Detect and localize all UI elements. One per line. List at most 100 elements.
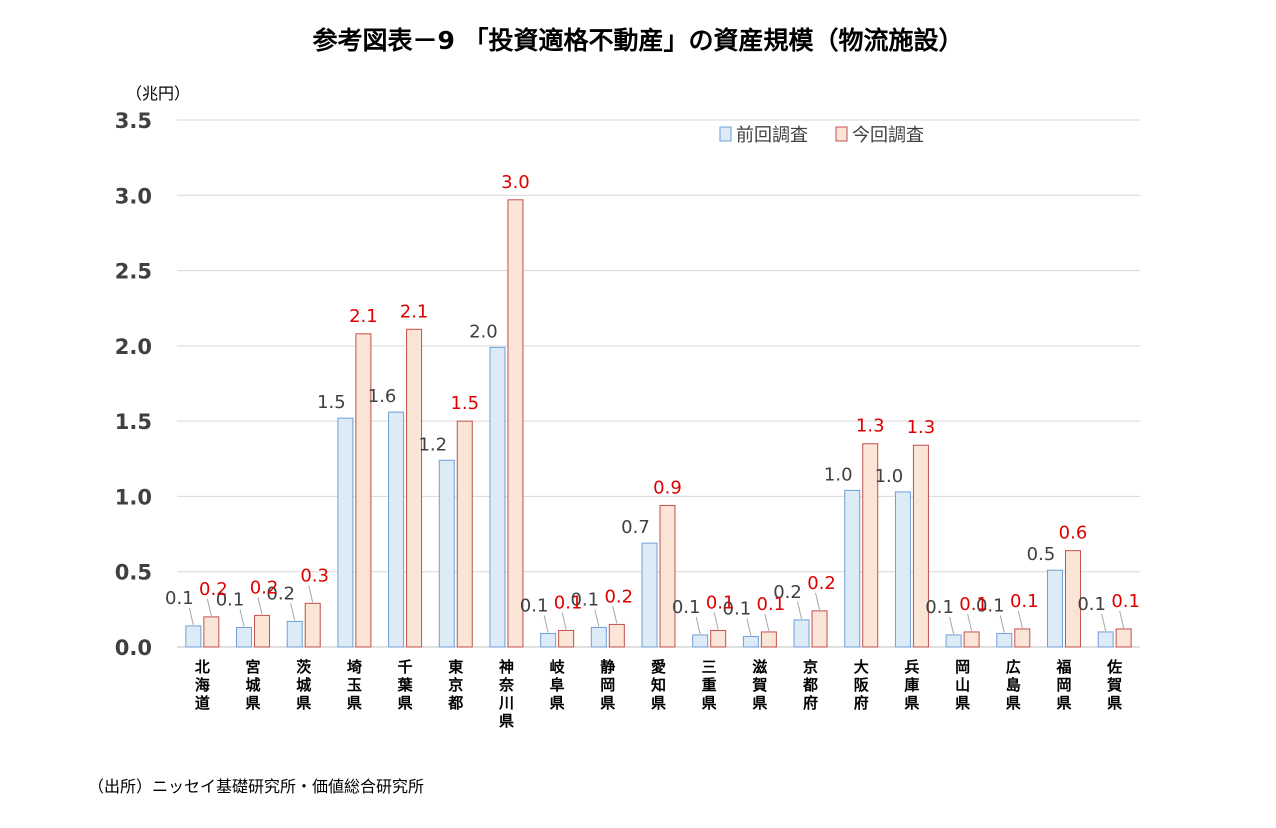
label-leader-line	[257, 597, 263, 615]
y-tick-label: 3.0	[115, 184, 152, 208]
data-label-current: 1.5	[450, 393, 479, 414]
x-category-label: 京都府	[802, 658, 818, 712]
y-tick-label: 2.0	[115, 335, 152, 359]
x-category-label: 宮城県	[246, 658, 261, 712]
label-leader-line	[543, 615, 549, 633]
legend-swatch-previous	[719, 126, 732, 142]
label-leader-line	[206, 598, 212, 617]
label-leader-line	[967, 613, 973, 632]
x-category-label: 神奈川県	[498, 658, 515, 730]
bar-previous	[590, 626, 607, 648]
y-tick-label: 0.5	[115, 561, 152, 585]
bar-current	[710, 629, 727, 648]
unit-label: （兆円）	[126, 84, 190, 103]
data-label-previous: 1.5	[317, 392, 346, 413]
data-label-previous: 1.6	[368, 386, 397, 407]
data-label-previous: 0.1	[165, 588, 194, 609]
bar-current	[760, 631, 777, 648]
data-label-current: 0.1	[706, 592, 735, 613]
bar-previous	[945, 634, 962, 648]
bar-current	[558, 629, 575, 648]
x-category-label: 兵庫県	[904, 658, 919, 712]
label-leader-line	[1119, 610, 1125, 629]
label-leader-line	[713, 612, 719, 630]
bar-current	[406, 328, 423, 648]
bar-current	[912, 444, 929, 648]
legend-swatch-current	[835, 126, 848, 142]
data-label-previous: 2.0	[469, 321, 498, 342]
label-leader-line	[797, 601, 803, 620]
x-category-label: 福岡県	[1055, 658, 1071, 712]
x-category-label: 大阪府	[854, 658, 870, 712]
source-note: （出所）ニッセイ基礎研究所・価値総合研究所	[88, 777, 424, 796]
data-label-previous: 1.0	[824, 464, 853, 485]
bar-current	[1115, 628, 1132, 648]
bar-previous	[1097, 631, 1114, 648]
data-label-previous: 0.1	[520, 595, 549, 616]
data-label-current: 0.2	[604, 586, 633, 607]
x-category-label: 静岡県	[600, 658, 615, 712]
bar-previous	[692, 634, 709, 648]
x-category-label: 茨城県	[296, 658, 311, 712]
label-leader-line	[949, 616, 955, 635]
bar-previous	[388, 411, 405, 648]
y-tick-label: 2.5	[115, 260, 152, 284]
data-label-current: 0.1	[1111, 591, 1140, 612]
x-category-label: 滋賀県	[751, 658, 767, 712]
x-category-label: 広島県	[1006, 658, 1021, 712]
x-category-label: 佐賀県	[1106, 658, 1122, 712]
y-tick-label: 1.0	[115, 485, 152, 509]
label-leader-line	[239, 609, 245, 627]
bar-current	[963, 631, 980, 648]
bar-previous	[894, 491, 911, 648]
bar-previous	[540, 632, 557, 648]
label-leader-line	[594, 609, 600, 627]
data-label-current: 0.2	[250, 577, 279, 598]
bar-current	[811, 610, 828, 648]
data-label-current: 3.0	[501, 172, 530, 193]
data-label-current: 0.1	[1010, 591, 1039, 612]
data-label-previous: 0.1	[672, 597, 701, 618]
data-label-current: 0.3	[300, 565, 329, 586]
x-category-label: 三重県	[702, 658, 717, 712]
y-tick-label: 3.5	[115, 109, 152, 133]
bar-previous	[236, 626, 253, 648]
bar-current	[862, 443, 879, 648]
data-label-previous: 0.1	[1077, 594, 1106, 615]
data-label-current: 2.1	[349, 306, 378, 327]
data-label-previous: 0.1	[216, 589, 245, 610]
x-category-label: 岐阜県	[550, 658, 566, 712]
bar-previous	[438, 459, 455, 648]
bar-previous	[286, 620, 303, 648]
data-label-current: 0.2	[807, 573, 836, 594]
label-leader-line	[290, 603, 296, 621]
data-label-current: 0.1	[554, 592, 583, 613]
bar-previous	[742, 635, 759, 648]
label-leader-line	[764, 613, 770, 632]
data-label-previous: 0.1	[570, 589, 599, 610]
label-leader-line	[746, 618, 752, 636]
bar-current	[203, 616, 220, 648]
data-labels: 0.1 0.1 0.21.5 1.61.22.00.1 0.10.70.1 0.10.21…	[165, 172, 1140, 636]
data-label-previous: 0.7	[621, 517, 650, 538]
chart-title: 参考図表－9 「投資適格不動産」の資産規模（物流施設）	[312, 26, 963, 55]
data-label-previous: 0.1	[925, 597, 954, 618]
label-leader-line	[695, 616, 701, 635]
bar-previous	[793, 619, 810, 648]
bar-current	[456, 420, 473, 648]
data-label-current: 1.3	[907, 417, 936, 438]
x-category-label: 東京都	[447, 658, 463, 712]
data-label-previous: 0.1	[723, 598, 752, 619]
data-label-current: 0.2	[199, 579, 228, 600]
bar-previous	[1046, 569, 1063, 648]
bar-previous	[489, 346, 506, 648]
label-leader-line	[1017, 610, 1023, 629]
data-label-previous: 1.2	[418, 434, 447, 455]
data-label-current: 0.9	[653, 477, 682, 498]
label-leader-line	[815, 592, 821, 610]
x-category-label: 埼玉県	[347, 658, 362, 712]
bar-current	[1014, 628, 1031, 648]
label-leader-line	[308, 585, 314, 603]
data-label-previous: 0.2	[773, 582, 802, 603]
